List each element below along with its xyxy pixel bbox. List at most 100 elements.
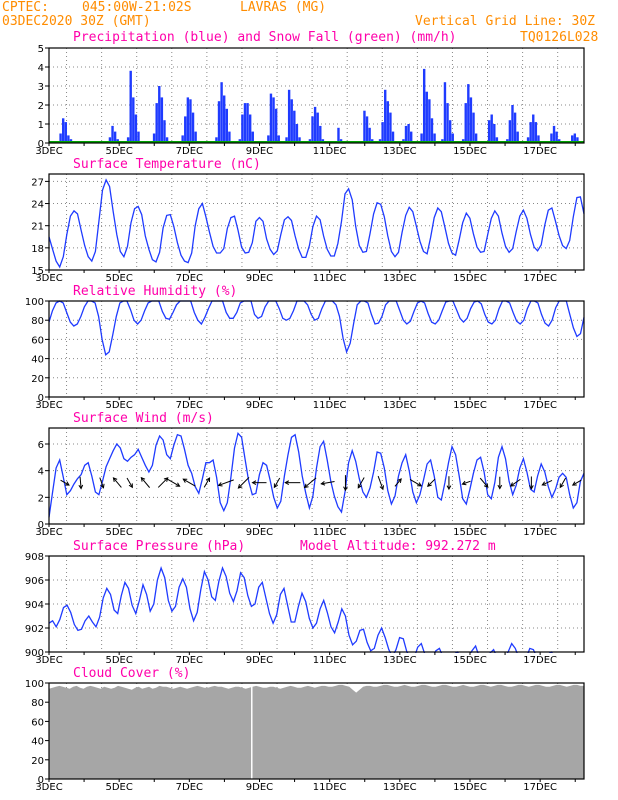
y-tick-label: 0 — [38, 139, 44, 150]
x-tick-label: 13DEC — [383, 782, 417, 793]
x-tick-label: 7DEC — [176, 273, 203, 284]
precip-bar — [243, 103, 247, 143]
wind-arrow — [542, 479, 553, 486]
y-tick-label: 2 — [38, 493, 44, 504]
y-tick-label: 60 — [31, 717, 44, 728]
precip-bar — [274, 108, 278, 143]
precip-bar — [555, 131, 558, 143]
humidity-line — [48, 300, 585, 356]
precip-bar — [381, 122, 384, 143]
precip-bar — [409, 131, 413, 143]
precip-bar — [516, 131, 519, 143]
precip-bar — [446, 103, 449, 143]
y-tick-label: 20 — [31, 756, 44, 767]
y-tick-label: 18 — [31, 244, 44, 255]
wind-arrow — [321, 481, 335, 485]
wind-arrow-head — [571, 481, 577, 486]
y-tick-label: 20 — [31, 374, 44, 385]
x-tick-label: 7DEC — [176, 146, 203, 157]
precip-bar — [228, 131, 231, 143]
precip-bar — [337, 127, 340, 143]
wind-arrow — [510, 478, 521, 487]
wind-arrow — [273, 477, 281, 488]
precip-bar — [132, 97, 135, 143]
precip-bar — [295, 124, 299, 143]
panel-title: Cloud Cover (%) — [73, 666, 190, 681]
precip-bar — [272, 97, 275, 143]
x-tick-label: 17DEC — [523, 655, 557, 666]
precip-bar — [464, 103, 467, 143]
wind-arrow — [479, 477, 489, 488]
y-tick-label: 21 — [31, 222, 44, 233]
wind-arrow — [394, 478, 402, 487]
y-tick-label: 908 — [25, 552, 44, 563]
y-tick-label: 100 — [25, 297, 44, 308]
wind-arrow — [140, 477, 151, 488]
wind-arrow-head — [357, 483, 362, 489]
x-tick-label: 3DEC — [35, 273, 62, 284]
precip-bar — [217, 101, 221, 143]
precip-bar — [451, 133, 454, 143]
x-tick-label: 7DEC — [176, 400, 203, 411]
precip-bar — [526, 137, 530, 143]
precip-bar — [246, 103, 249, 143]
wind-arrow — [304, 477, 317, 488]
wind-arrow — [572, 479, 582, 486]
wind-arrow-head — [78, 484, 84, 490]
humidity-panel: 0 20 40 60 80 100 3DEC 5DEC 7DEC 9DEC 11DEC 13DEC 15… — [25, 284, 585, 411]
x-tick-label: 15DEC — [453, 400, 487, 411]
cloud-panel: 0 20 40 60 80 100 3DEC 5DEC 7DEC 9DEC 11DEC 13DEC 15… — [25, 666, 585, 793]
panel-title: Surface Temperature (nC) — [73, 157, 261, 172]
wind-arrow — [357, 477, 365, 489]
wind-arrow-head — [379, 485, 385, 491]
precip-bar — [287, 89, 291, 143]
precip-bar — [319, 125, 322, 143]
precip-bar — [443, 82, 447, 143]
precip-bar — [467, 84, 470, 143]
wind-line — [48, 431, 585, 518]
precip-bar — [293, 110, 296, 143]
y-tick-label: 0 — [38, 775, 44, 786]
precip-bar — [508, 120, 512, 143]
precip-bar — [160, 97, 164, 143]
precip-bar — [511, 105, 514, 143]
plot-frame — [48, 682, 585, 780]
x-tick-label: 13DEC — [383, 273, 417, 284]
y-tick-label: 40 — [31, 355, 44, 366]
x-tick-label: 15DEC — [453, 273, 487, 284]
wind-arrow-head — [112, 477, 118, 482]
y-tick-label: 0 — [38, 393, 44, 404]
y-tick-label: 3 — [38, 82, 44, 93]
x-tick-label: 3DEC — [35, 146, 62, 157]
wind-arrow — [183, 478, 196, 487]
precip-bar — [267, 135, 270, 143]
wind-panel: 0 2 4 6 3DEC 5DEC 7DEC 9DEC 11DEC 13DEC 15DEC 17DEC… — [35, 411, 585, 538]
precip-bar — [532, 114, 535, 143]
y-tick-label: 6 — [38, 440, 44, 451]
wind-arrow-head — [529, 485, 534, 490]
y-tick-label: 24 — [31, 200, 44, 211]
wind-arrow-head — [182, 478, 188, 483]
x-tick-label: 11DEC — [313, 655, 347, 666]
precip-bar — [248, 114, 252, 143]
precip-bar — [67, 135, 70, 143]
y-tick-label: 904 — [25, 600, 44, 611]
wind-arrow-head — [559, 483, 564, 489]
x-tick-label: 17DEC — [523, 400, 557, 411]
wind-arrow-head — [175, 482, 181, 487]
precip-bar — [220, 82, 223, 143]
wind-arrow — [126, 477, 133, 488]
wind-arrow-head — [217, 482, 223, 487]
header-model-code: TQ0126L028 — [520, 30, 598, 45]
wind-arrow-head — [205, 477, 211, 483]
precip-bar — [241, 114, 244, 143]
precip-bar — [285, 137, 288, 143]
x-tick-label: 15DEC — [453, 782, 487, 793]
wind-arrow-head — [497, 484, 503, 490]
wind-arrow — [377, 475, 384, 490]
precip-bar — [163, 120, 166, 143]
y-tick-label: 80 — [31, 698, 44, 709]
precip-bar — [155, 103, 158, 143]
precip-bar — [189, 99, 192, 143]
